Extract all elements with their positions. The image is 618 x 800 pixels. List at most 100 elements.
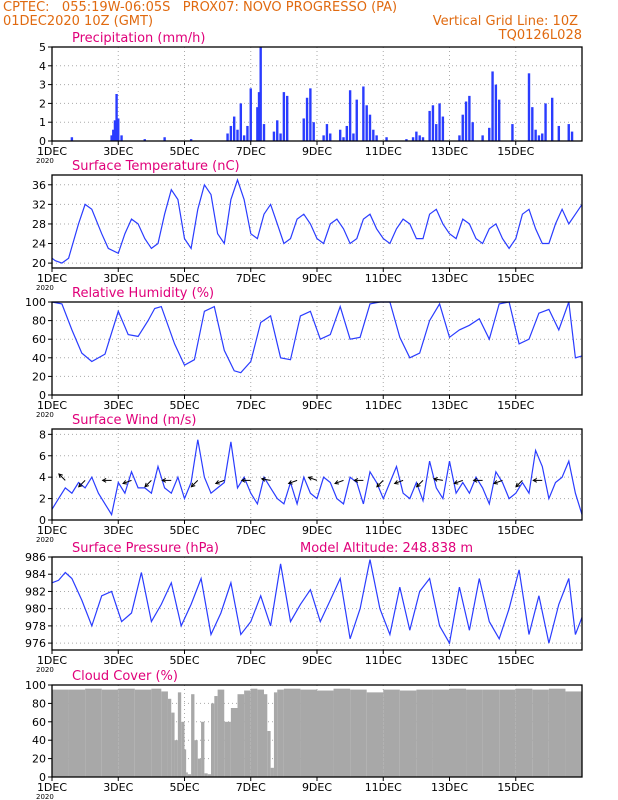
precip-bar: [541, 133, 544, 141]
wind-arrow-head: [58, 473, 63, 479]
precip-bar: [112, 129, 115, 141]
cloud-bar: [317, 690, 334, 777]
cloud-bar: [167, 698, 172, 777]
precip-bar: [285, 95, 289, 141]
cloud-bar: [161, 691, 168, 777]
precip-bar: [110, 135, 113, 141]
precip-bar: [239, 103, 243, 141]
cloud-bar: [366, 692, 384, 777]
cloud-bar: [101, 689, 119, 777]
wind-arrow: [191, 480, 199, 488]
cloud-bar: [151, 688, 162, 777]
panel-4: 0 2 4 6 8 1DEC 3DEC 5DEC 7DEC 9DEC 11DEC 13DEC 15DEC…: [36, 413, 583, 544]
cloud-bar: [250, 688, 258, 777]
panel-title: Cloud Cover (%): [72, 669, 178, 684]
cloud-bar: [230, 708, 238, 777]
precip-bar: [338, 129, 342, 141]
precip-bar: [115, 94, 118, 141]
x-tick-label: 3DEC: [103, 145, 133, 158]
wind-arrow-head: [415, 482, 421, 488]
precip-bar: [531, 107, 534, 141]
wind-arrow-head: [190, 482, 196, 488]
cloud-bar: [186, 772, 188, 777]
y-tick-label: 1: [39, 116, 46, 129]
x-tick-label: 5DEC: [169, 145, 199, 158]
x-year-label: 2020: [36, 536, 54, 544]
precip-bar: [345, 125, 349, 141]
wind-arrow-head: [493, 480, 499, 485]
panel-frame: [51, 301, 583, 396]
precip-bar: [236, 129, 239, 141]
precip-bar: [362, 86, 365, 141]
y-tick-label: 986: [25, 551, 46, 564]
x-tick-label: 15DEC: [497, 524, 534, 537]
y-tick-label: 80: [32, 315, 46, 328]
x-tick-label: 1DEC: [37, 781, 67, 794]
x-tick-label: 11DEC: [365, 781, 402, 794]
x-tick-label: 11DEC: [365, 654, 402, 667]
x-tick-label: 11DEC: [365, 399, 402, 412]
y-tick-label: 2: [39, 493, 46, 506]
precip-bar: [527, 73, 531, 141]
x-tick-label: 7DEC: [236, 654, 266, 667]
x-tick-label: 3DEC: [103, 272, 133, 285]
y-tick-label: 0: [39, 514, 46, 527]
x-tick-label: 13DEC: [431, 399, 468, 412]
cloud-bar: [184, 749, 187, 777]
x-tick-label: 11DEC: [365, 145, 402, 158]
y-tick-label: 4: [39, 471, 46, 484]
x-tick-label: 5DEC: [169, 524, 199, 537]
precip-bar: [567, 124, 570, 141]
cloud-bar: [237, 694, 245, 777]
cloud-bar: [264, 694, 268, 777]
x-tick-label: 13DEC: [431, 654, 468, 667]
cloud-bar: [548, 688, 566, 777]
y-tick-label: 0: [39, 389, 46, 402]
precip-bar: [511, 124, 514, 141]
x-tick-label: 7DEC: [236, 399, 266, 412]
cloud-bar: [350, 689, 367, 777]
y-tick-label: 20: [32, 257, 46, 270]
precip-bar: [232, 116, 236, 141]
x-tick-label: 3DEC: [103, 399, 133, 412]
x-tick-label: 7DEC: [236, 272, 266, 285]
wind-arrow: [288, 479, 298, 484]
wind-arrow-head: [122, 480, 128, 485]
precip-bar: [481, 135, 484, 141]
wind-arrow: [394, 479, 404, 484]
x-tick-label: 9DEC: [302, 399, 332, 412]
wind-arrow-head: [432, 477, 438, 482]
y-tick-label: 32: [32, 198, 46, 211]
x-tick-label: 15DEC: [497, 399, 534, 412]
run-datetime: 01DEC2020 10Z (GMT): [3, 14, 154, 29]
precip-bar: [279, 133, 282, 141]
precip-bar: [246, 125, 249, 141]
x-tick-label: 3DEC: [103, 524, 133, 537]
y-tick-label: 976: [25, 637, 46, 650]
cloud-bar: [432, 689, 450, 777]
x-tick-label: 5DEC: [169, 781, 199, 794]
x-year-label: 2020: [36, 284, 54, 292]
y-tick-label: 100: [25, 296, 46, 309]
precip-bar: [464, 101, 468, 141]
wind-arrow: [261, 478, 271, 481]
cloud-bar: [211, 703, 215, 777]
cloud-bar: [171, 712, 175, 777]
wind-arrow-head: [101, 478, 107, 483]
wind-arrow-head: [214, 480, 220, 485]
x-tick-label: 1DEC: [37, 272, 67, 285]
precip-bar: [120, 135, 123, 141]
wind-arrow-head: [287, 480, 293, 485]
precip-bar: [189, 139, 193, 141]
precip-bar: [163, 137, 166, 141]
panel-3: 0 20 40 60 80 100 1DEC 3DEC 5DEC 7DEC 9DEC 11DEC 13D…: [25, 286, 583, 419]
cloud-bar: [482, 689, 500, 777]
x-tick-label: 7DEC: [236, 524, 266, 537]
precip-bar: [375, 135, 378, 141]
precip-bar: [312, 122, 315, 141]
cloud-bar: [207, 774, 211, 777]
x-year-label: 2020: [36, 793, 54, 800]
cloud-bar: [191, 694, 195, 777]
cloud-bar: [85, 688, 102, 777]
y-tick-label: 28: [32, 218, 46, 231]
